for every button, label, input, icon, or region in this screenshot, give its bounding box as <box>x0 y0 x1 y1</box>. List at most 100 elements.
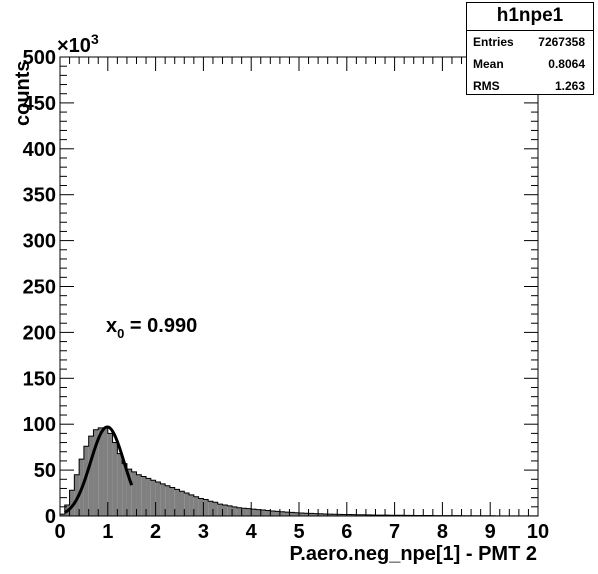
histogram-bin <box>356 514 362 516</box>
histogram-bin <box>327 514 333 516</box>
stats-title: h1npe1 <box>467 3 593 31</box>
histogram-bin <box>260 510 266 516</box>
y-tick-label: 400 <box>23 139 56 161</box>
histogram-bin <box>294 512 299 516</box>
x-tick-label: 1 <box>102 521 113 543</box>
histogram-bin <box>198 498 204 516</box>
y-tick-label: 350 <box>23 185 56 207</box>
histogram-bin <box>131 471 137 516</box>
y-tick-label: 450 <box>23 93 56 115</box>
x-tick-label: 7 <box>389 521 400 543</box>
histogram-bin <box>342 514 347 516</box>
stats-label: Mean <box>473 57 504 71</box>
histogram-bin <box>112 442 118 516</box>
y-tick-label: 150 <box>23 368 56 390</box>
histogram-bin <box>203 499 209 516</box>
histogram-bin <box>318 513 323 516</box>
histogram-bin <box>174 489 180 516</box>
fit-annotation: x0 = 0.990 <box>106 315 197 341</box>
histogram-bin <box>232 506 237 516</box>
histogram-bin <box>370 514 376 516</box>
histogram-bin <box>69 490 75 516</box>
y-axis-exponent: ×103 <box>57 31 99 57</box>
histogram-bin <box>222 504 228 516</box>
histogram-bin <box>88 436 94 516</box>
histogram-bin <box>270 510 276 516</box>
histogram-bin <box>208 501 213 516</box>
histogram-bin <box>98 427 104 516</box>
histogram-bin <box>346 514 352 516</box>
stats-row-rms: RMS 1.263 <box>467 75 593 97</box>
stats-box: h1npe1 Entries 7267358 Mean 0.8064 RMS 1… <box>466 2 594 95</box>
histogram-bin <box>107 433 113 516</box>
x-tick-label: 0 <box>54 521 65 543</box>
stats-value: 7267358 <box>538 35 585 49</box>
histogram-bin <box>279 511 285 516</box>
histogram-bin <box>365 514 371 516</box>
histogram-bin <box>217 504 223 516</box>
x-tick-label: 10 <box>527 521 549 543</box>
histogram-bin <box>117 453 123 516</box>
histogram-bin <box>141 476 147 516</box>
histogram-bin <box>275 511 280 516</box>
histogram-bin <box>165 485 170 516</box>
y-tick-label: 500 <box>23 47 56 69</box>
stats-row-mean: Mean 0.8064 <box>467 53 593 75</box>
x-tick-label: 3 <box>198 521 209 543</box>
histogram-bin <box>122 463 127 516</box>
stats-row-entries: Entries 7267358 <box>467 31 593 53</box>
histogram-bin <box>184 493 190 516</box>
y-tick-label: 0 <box>45 506 56 528</box>
stats-rows: Entries 7267358 Mean 0.8064 RMS 1.263 <box>467 31 593 97</box>
y-tick-label: 100 <box>23 414 56 436</box>
histogram-bin <box>361 514 366 516</box>
plot-frame <box>59 56 539 517</box>
histogram-bin <box>351 514 357 516</box>
histogram-bin <box>313 513 319 516</box>
x-tick-label: 2 <box>150 521 161 543</box>
histogram-bin <box>265 510 271 516</box>
x-tick-label: 8 <box>437 521 448 543</box>
histogram-bin <box>103 427 108 516</box>
histogram-bin <box>236 507 242 516</box>
y-tick-label: 300 <box>23 231 56 253</box>
histogram-bin <box>93 429 99 516</box>
y-tick-label: 50 <box>34 460 56 482</box>
histogram-bin <box>179 491 185 516</box>
x-tick-label: 9 <box>485 521 496 543</box>
histogram-bin <box>212 502 218 516</box>
histogram-bin <box>227 505 233 516</box>
histogram-bin <box>136 474 142 516</box>
x-tick-label: 5 <box>293 521 304 543</box>
stats-label: RMS <box>473 79 500 93</box>
y-axis-title: counts <box>12 60 34 126</box>
y-axis: 0 50 100 150 200 250 300 350 400 450 500 <box>23 47 538 528</box>
histogram-bin <box>322 513 328 516</box>
histogram-bin <box>146 478 151 516</box>
histogram-bin <box>246 508 252 516</box>
histogram-bin <box>299 512 304 516</box>
histogram-bin <box>337 514 343 516</box>
histogram-bin <box>284 512 290 516</box>
stats-value: 1.263 <box>554 79 585 93</box>
stats-label: Entries <box>473 35 514 49</box>
gaussian-fit-curve <box>64 425 134 514</box>
histogram-bin <box>189 494 194 516</box>
histogram-bin <box>155 482 161 516</box>
histogram-bin <box>303 513 309 516</box>
histogram-bin <box>193 496 199 516</box>
histogram-bin <box>332 514 338 516</box>
x-tick-label: 4 <box>246 521 258 543</box>
histogram-bin <box>169 487 175 516</box>
histogram-bin <box>126 469 132 516</box>
x-tick-label: 6 <box>341 521 352 543</box>
histogram-bin <box>83 446 89 516</box>
histogram-bin <box>289 512 295 516</box>
histogram-bin <box>255 509 261 516</box>
y-tick-label: 200 <box>23 322 56 344</box>
histogram-bin <box>74 474 80 516</box>
histogram-bin <box>150 480 156 516</box>
histogram-bin <box>308 513 314 516</box>
y-tick-label: 250 <box>23 277 56 299</box>
x-axis-title: P.aero.neg_npe[1] - PMT 2 <box>290 543 537 565</box>
